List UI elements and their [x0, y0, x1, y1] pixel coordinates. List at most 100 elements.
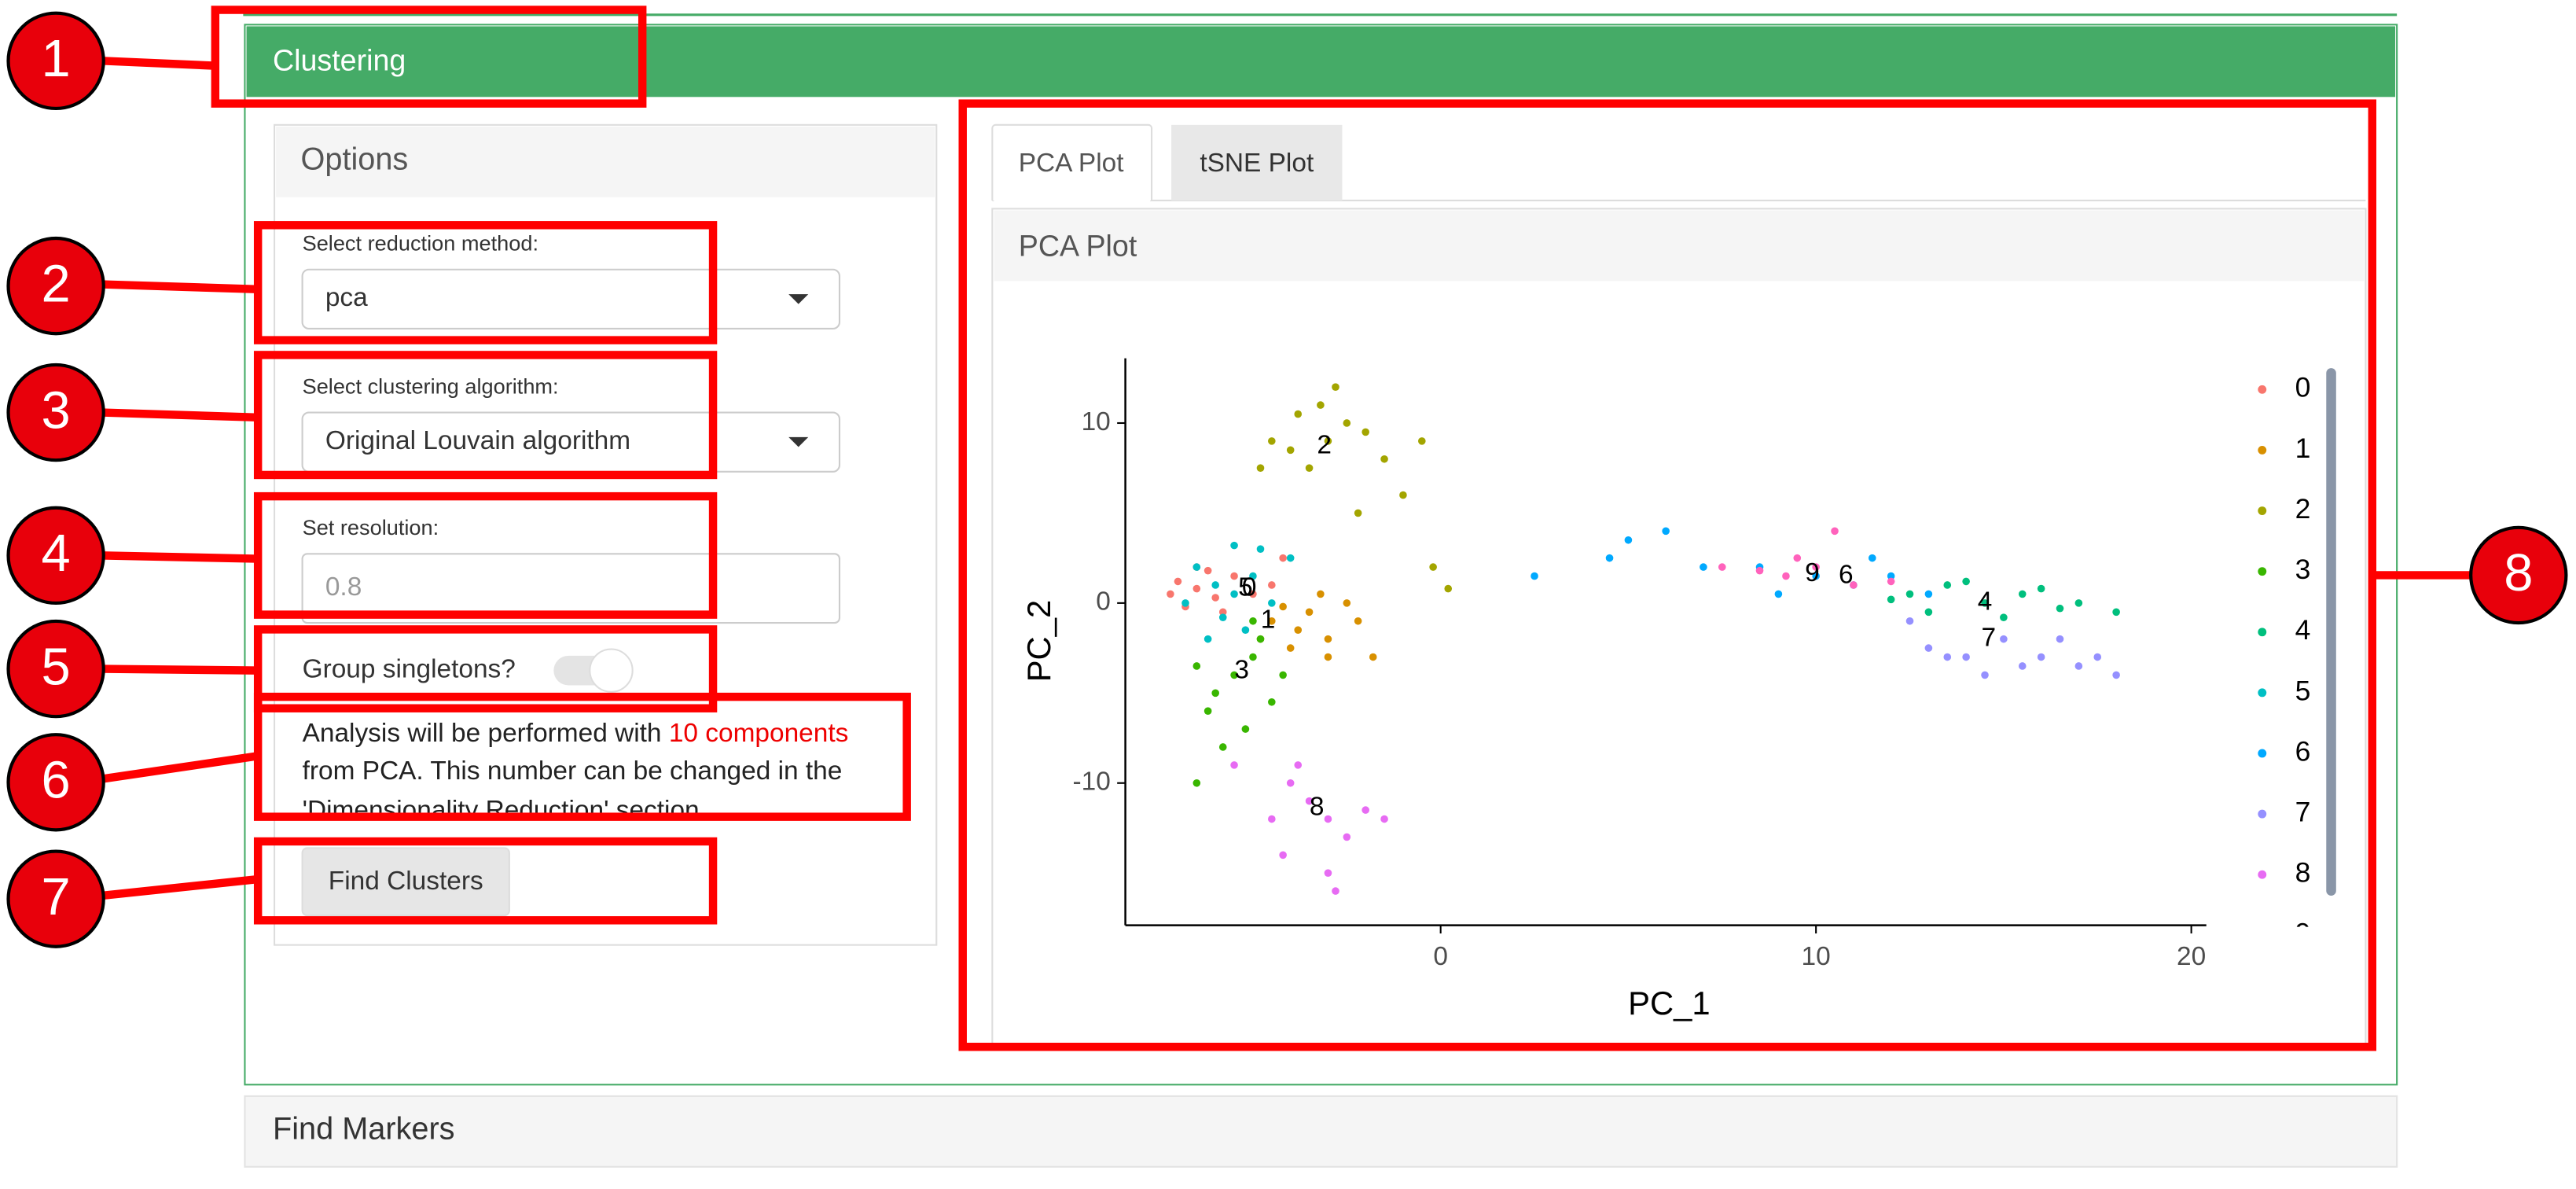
- point: [1256, 545, 1265, 554]
- info-line: Analysis will be performed with: [303, 719, 669, 748]
- point: [1905, 590, 1914, 598]
- legend-label: 2: [2295, 493, 2311, 525]
- cluster-label: 1: [1261, 606, 1276, 635]
- options-title: Options: [301, 142, 409, 176]
- legend-label: 0: [2295, 372, 2311, 403]
- point: [1324, 635, 1332, 643]
- legend-swatch: [2258, 870, 2267, 879]
- point: [1305, 797, 1314, 805]
- legend-label: 8: [2295, 857, 2311, 889]
- point: [1962, 577, 1970, 586]
- callout-badge: [6, 11, 105, 111]
- point: [1268, 617, 1276, 625]
- point: [1444, 584, 1453, 593]
- select[interactable]: [301, 268, 841, 330]
- collapsed-box[interactable]: [244, 1095, 2398, 1168]
- options-panel: [274, 123, 938, 946]
- point: [2037, 653, 2045, 661]
- point: [1887, 577, 1895, 586]
- cluster-label: 5: [1238, 572, 1253, 602]
- legend-label: 4: [2295, 614, 2311, 646]
- info-text: Analysis will be performed with 10 compo…: [303, 719, 849, 819]
- point: [1887, 595, 1895, 604]
- point: [2018, 662, 2027, 670]
- point: [1268, 437, 1276, 445]
- info-line: Analysis will be performed with 10 compo…: [303, 719, 849, 748]
- point: [1905, 617, 1914, 625]
- point: [1943, 653, 1952, 661]
- caret: [788, 436, 809, 447]
- point: [1211, 581, 1220, 589]
- point: [1305, 464, 1314, 473]
- switch-knob: [589, 648, 634, 693]
- tab-active[interactable]: [991, 123, 1153, 201]
- point: [1343, 419, 1351, 427]
- input-value: 0.8: [325, 572, 362, 602]
- legend-swatch: [2258, 628, 2267, 637]
- point: [1924, 644, 1933, 652]
- point: [1279, 554, 1287, 562]
- point: [1812, 572, 1820, 580]
- point: [1268, 698, 1276, 706]
- callout-number: 2: [42, 254, 71, 313]
- legend-swatch: [2258, 567, 2267, 576]
- point: [1332, 383, 1339, 392]
- options-header: [276, 126, 935, 197]
- callout-number: 1: [42, 29, 71, 88]
- point: [1286, 554, 1295, 562]
- point: [1343, 833, 1351, 841]
- point: [1831, 527, 1839, 536]
- point: [1369, 653, 1377, 661]
- point: [1249, 617, 1257, 625]
- tab[interactable]: [1171, 124, 1343, 201]
- point: [1192, 662, 1201, 670]
- point: [1324, 437, 1332, 445]
- point: [1868, 554, 1876, 562]
- point: [1981, 671, 1989, 679]
- point: [1324, 815, 1332, 823]
- collapsed-title: Find Markers: [273, 1111, 455, 1146]
- select-value: Original Louvain algorithm: [325, 426, 630, 455]
- point: [1812, 563, 1820, 571]
- info-highlight: 10 components: [669, 719, 849, 748]
- point: [1294, 626, 1303, 635]
- point: [1380, 815, 1388, 823]
- callout-connector: [101, 752, 259, 783]
- legend-swatch: [2258, 445, 2267, 455]
- numeric-input[interactable]: [301, 553, 841, 624]
- point: [1268, 815, 1276, 823]
- button[interactable]: [301, 847, 510, 917]
- button-label: Find Clusters: [329, 867, 483, 896]
- point: [1256, 464, 1265, 473]
- callout-connector: [101, 551, 259, 563]
- legend-label: 9: [2295, 918, 2311, 949]
- point: [1203, 566, 1212, 575]
- point: [1774, 590, 1783, 598]
- callout-number: 6: [42, 751, 71, 810]
- point: [1268, 599, 1276, 607]
- point: [1624, 536, 1633, 544]
- callout-frames: [101, 6, 2473, 1051]
- point: [1924, 590, 1933, 598]
- cluster-label: 0: [1242, 572, 1257, 602]
- cluster-label: 9: [1805, 558, 1820, 587]
- point: [1380, 455, 1388, 463]
- legend-scrollbar: [2326, 368, 2336, 896]
- point: [1230, 590, 1238, 598]
- point: [1286, 446, 1295, 455]
- callout-number: 3: [42, 381, 71, 440]
- x-axis-label: PC_1: [1628, 985, 1711, 1022]
- plot-panel-header: [994, 210, 2365, 282]
- legend-label: 3: [2295, 554, 2311, 585]
- legend-swatch: [2258, 506, 2267, 515]
- point: [1962, 653, 1970, 661]
- callout-badge: [6, 733, 105, 832]
- point: [1755, 566, 1764, 575]
- point: [1324, 653, 1332, 661]
- point: [1943, 581, 1952, 589]
- switch-label: Group singletons?: [303, 654, 516, 683]
- callout-number: 8: [2504, 543, 2533, 602]
- point: [1241, 725, 1250, 733]
- callout-badge: [6, 363, 105, 462]
- point: [1218, 613, 1227, 621]
